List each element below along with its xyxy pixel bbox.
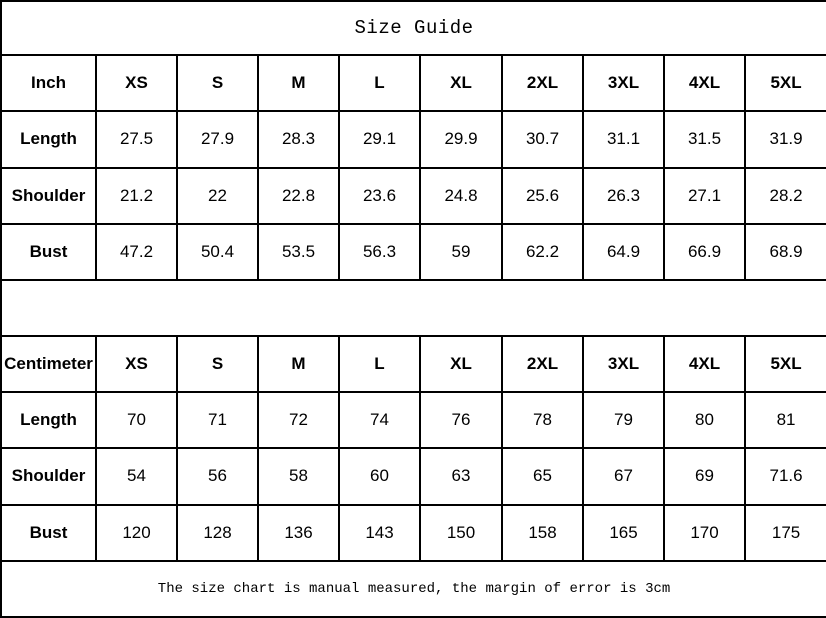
footer-row: The size chart is manual measured, the m… [0, 559, 826, 618]
value-cell: 25.6 [501, 166, 584, 225]
value-cell: 56.3 [338, 222, 421, 281]
value-cell: 31.9 [743, 110, 826, 169]
cm-bust-row: Bust 120 128 136 143 150 158 165 170 175 [0, 503, 826, 562]
value-cell: 59 [419, 222, 503, 281]
cm-size-header-xs: XS [95, 335, 178, 394]
value-cell: 53.5 [257, 222, 340, 281]
cm-size-header-4xl: 4XL [663, 335, 746, 394]
cm-size-header-2xl: 2XL [501, 335, 584, 394]
value-cell: 22.8 [257, 166, 340, 225]
value-cell: 76 [419, 391, 503, 450]
cm-length-row: Length 70 71 72 74 76 78 79 80 81 [0, 391, 826, 450]
value-cell: 70 [95, 391, 178, 450]
value-cell: 27.5 [95, 110, 178, 169]
cm-header-row: Centimeter XS S M L XL 2XL 3XL 4XL 5XL [0, 335, 826, 394]
value-cell: 67 [582, 447, 665, 506]
cm-size-header-m: M [257, 335, 340, 394]
cm-size-header-s: S [176, 335, 259, 394]
value-cell: 150 [419, 503, 503, 562]
inch-size-header-5xl: 5XL [743, 54, 826, 113]
inch-size-header-2xl: 2XL [501, 54, 584, 113]
value-cell: 28.3 [257, 110, 340, 169]
value-cell: 21.2 [95, 166, 178, 225]
value-cell: 63 [419, 447, 503, 506]
value-cell: 175 [743, 503, 826, 562]
cm-size-header-3xl: 3XL [582, 335, 665, 394]
cm-unit-header: Centimeter [0, 335, 97, 394]
spacer-row [0, 278, 826, 338]
value-cell: 62.2 [501, 222, 584, 281]
value-cell: 165 [582, 503, 665, 562]
value-cell: 158 [501, 503, 584, 562]
value-cell: 120 [95, 503, 178, 562]
value-cell: 72 [257, 391, 340, 450]
row-label: Bust [0, 503, 97, 562]
value-cell: 81 [743, 391, 826, 450]
inch-size-header-m: M [257, 54, 340, 113]
value-cell: 30.7 [501, 110, 584, 169]
row-label: Length [0, 110, 97, 169]
value-cell: 128 [176, 503, 259, 562]
row-label: Shoulder [0, 166, 97, 225]
value-cell: 26.3 [582, 166, 665, 225]
value-cell: 31.1 [582, 110, 665, 169]
value-cell: 64.9 [582, 222, 665, 281]
value-cell: 23.6 [338, 166, 421, 225]
value-cell: 27.9 [176, 110, 259, 169]
value-cell: 27.1 [663, 166, 746, 225]
value-cell: 79 [582, 391, 665, 450]
row-label: Shoulder [0, 447, 97, 506]
spacer-cell [0, 278, 826, 338]
value-cell: 170 [663, 503, 746, 562]
value-cell: 65 [501, 447, 584, 506]
value-cell: 56 [176, 447, 259, 506]
value-cell: 47.2 [95, 222, 178, 281]
cm-size-header-5xl: 5XL [743, 335, 826, 394]
inch-size-header-s: S [176, 54, 259, 113]
cm-shoulder-row: Shoulder 54 56 58 60 63 65 67 69 71.6 [0, 447, 826, 506]
value-cell: 71 [176, 391, 259, 450]
inch-size-header-4xl: 4XL [663, 54, 746, 113]
value-cell: 74 [338, 391, 421, 450]
value-cell: 66.9 [663, 222, 746, 281]
cm-size-header-xl: XL [419, 335, 503, 394]
value-cell: 54 [95, 447, 178, 506]
value-cell: 69 [663, 447, 746, 506]
inch-header-row: Inch XS S M L XL 2XL 3XL 4XL 5XL [0, 54, 826, 113]
value-cell: 24.8 [419, 166, 503, 225]
value-cell: 50.4 [176, 222, 259, 281]
value-cell: 68.9 [743, 222, 826, 281]
value-cell: 71.6 [743, 447, 826, 506]
title-row: Size Guide [0, 0, 826, 57]
page-title: Size Guide [0, 0, 826, 57]
row-label: Length [0, 391, 97, 450]
value-cell: 78 [501, 391, 584, 450]
value-cell: 22 [176, 166, 259, 225]
row-label: Bust [0, 222, 97, 281]
value-cell: 60 [338, 447, 421, 506]
inch-shoulder-row: Shoulder 21.2 22 22.8 23.6 24.8 25.6 26.… [0, 166, 826, 225]
inch-size-header-xs: XS [95, 54, 178, 113]
value-cell: 143 [338, 503, 421, 562]
cm-size-header-l: L [338, 335, 421, 394]
inch-length-row: Length 27.5 27.9 28.3 29.1 29.9 30.7 31.… [0, 110, 826, 169]
value-cell: 28.2 [743, 166, 826, 225]
inch-unit-header: Inch [0, 54, 97, 113]
value-cell: 31.5 [663, 110, 746, 169]
value-cell: 136 [257, 503, 340, 562]
value-cell: 80 [663, 391, 746, 450]
footer-note: The size chart is manual measured, the m… [0, 559, 826, 618]
inch-bust-row: Bust 47.2 50.4 53.5 56.3 59 62.2 64.9 66… [0, 222, 826, 281]
value-cell: 29.1 [338, 110, 421, 169]
value-cell: 58 [257, 447, 340, 506]
inch-size-header-3xl: 3XL [582, 54, 665, 113]
inch-size-header-l: L [338, 54, 421, 113]
value-cell: 29.9 [419, 110, 503, 169]
inch-size-header-xl: XL [419, 54, 503, 113]
